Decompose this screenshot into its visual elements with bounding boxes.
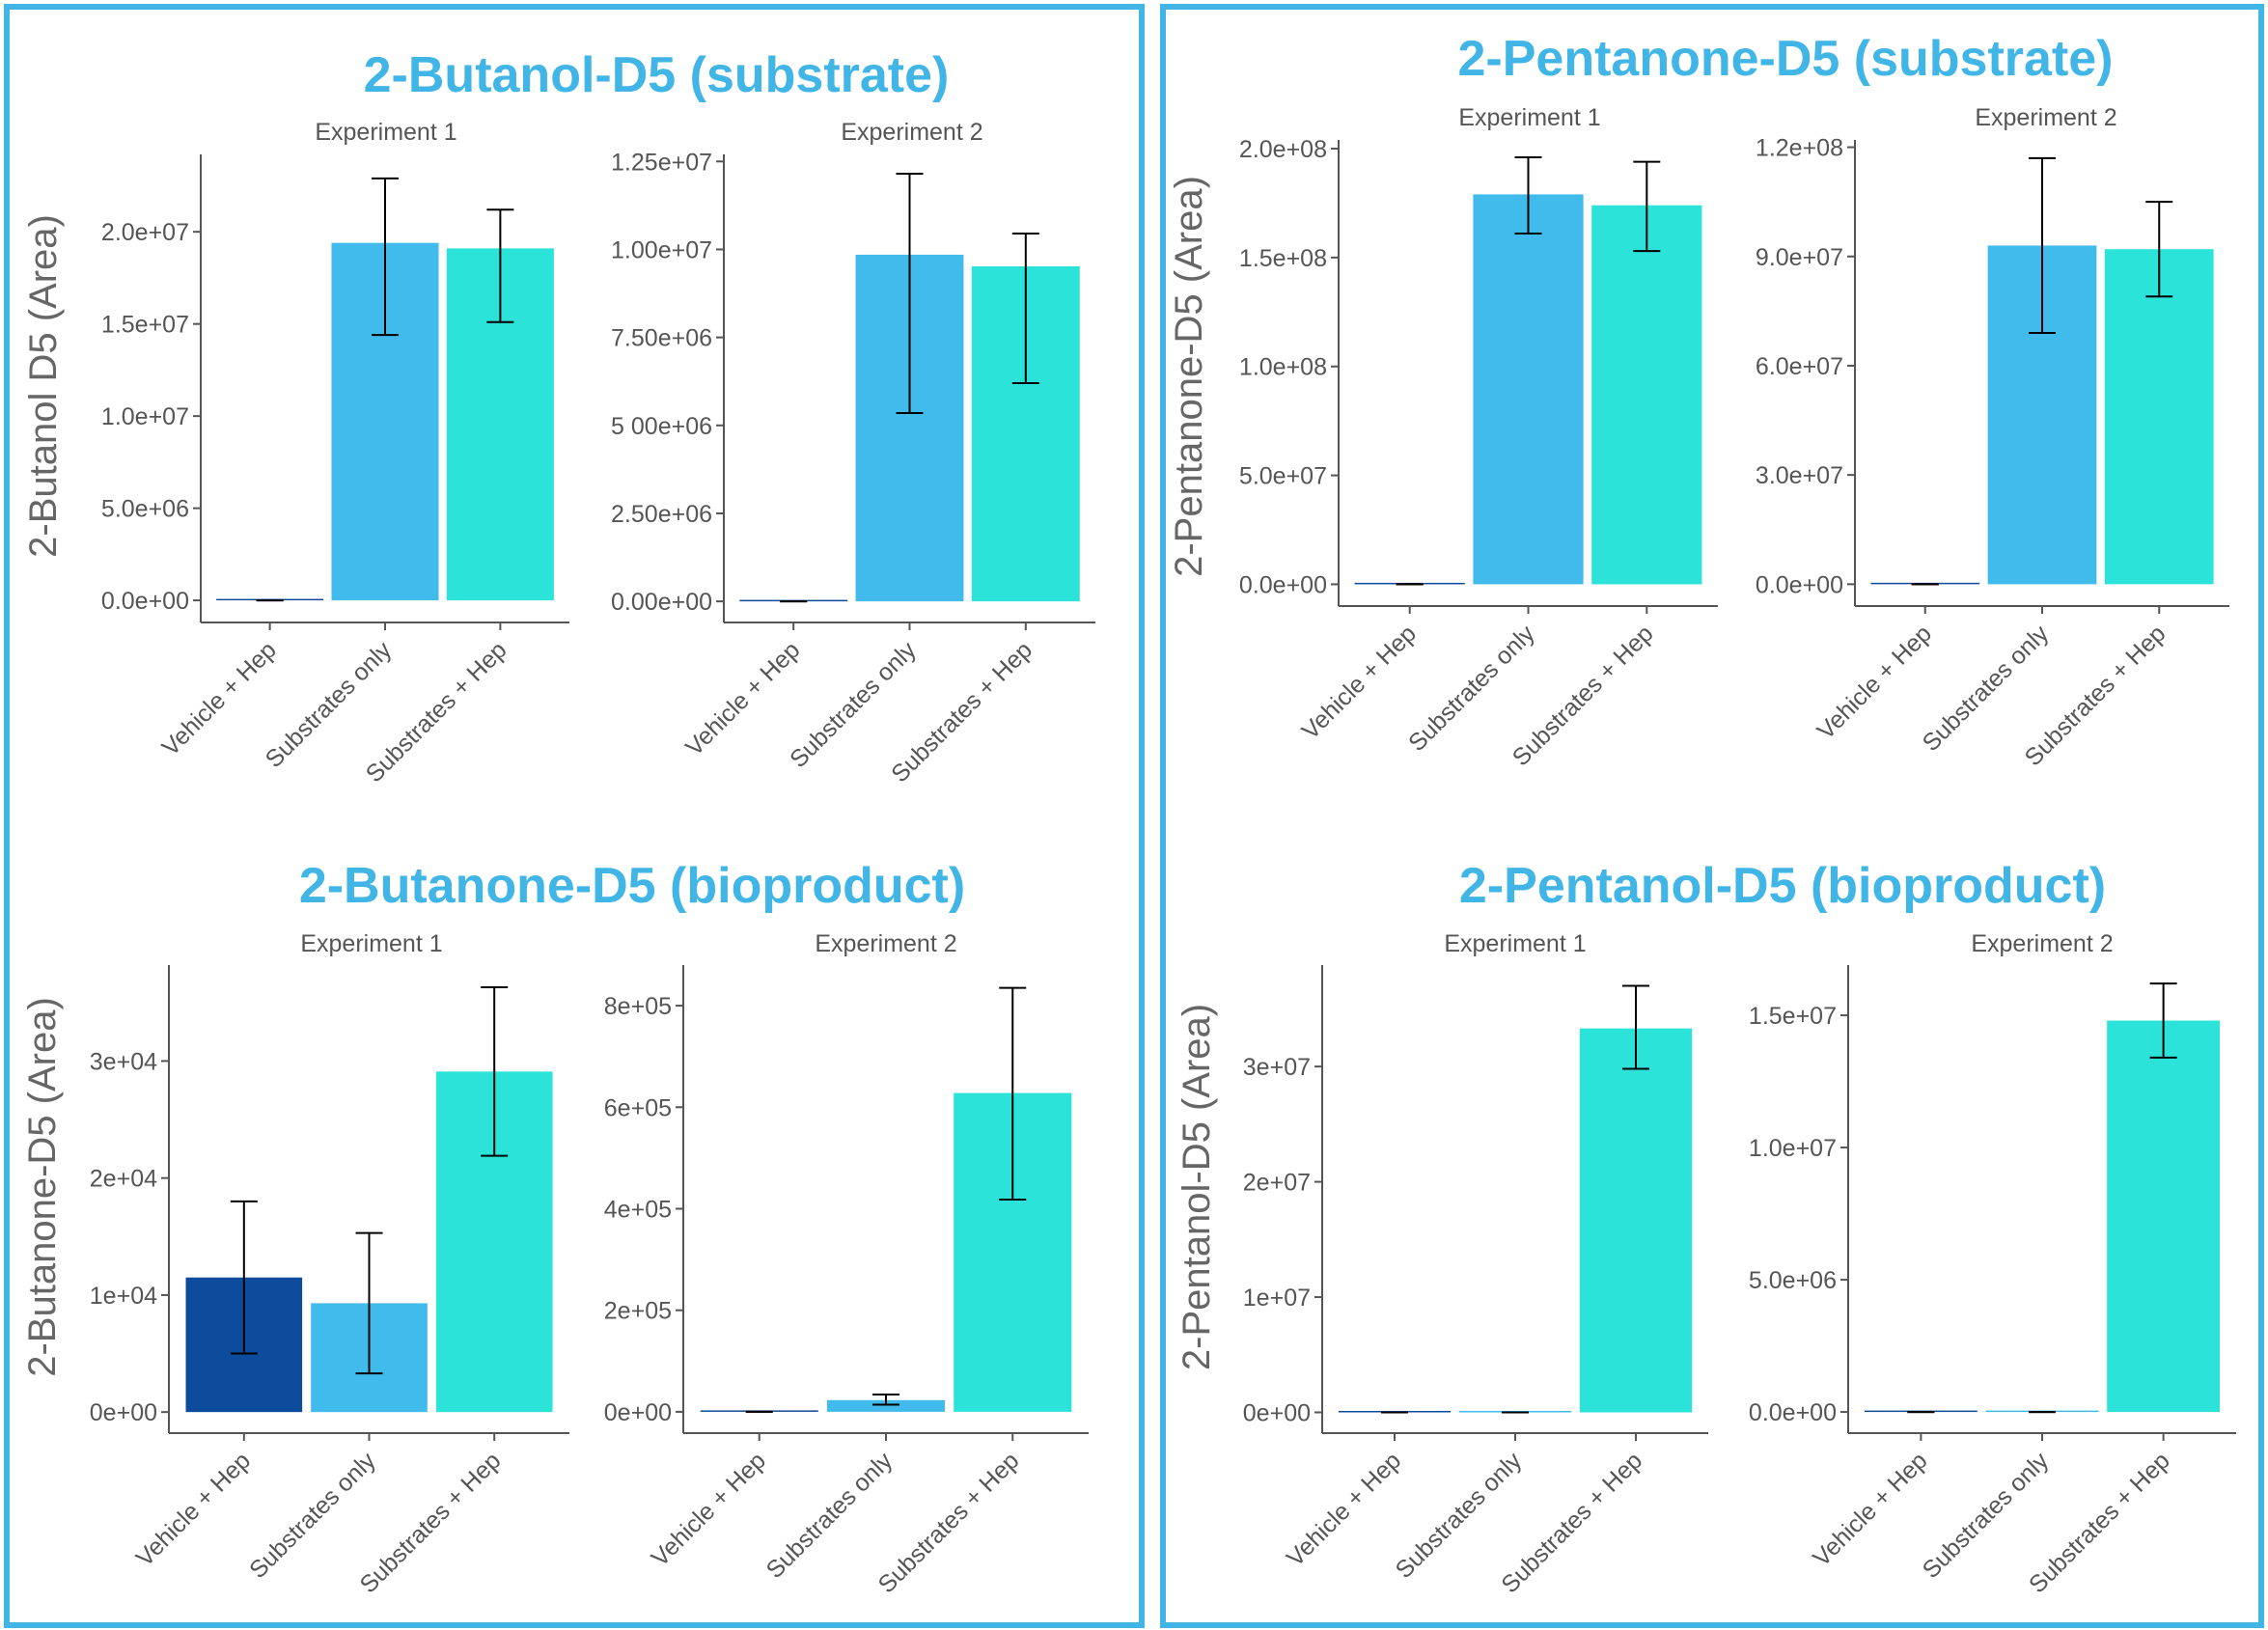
y-tick-label: 5.0e+06 [1749,1267,1837,1294]
x-tick-label: Substrates + Hep [873,1447,1025,1598]
x-tick-label: Vehicle + Hep [156,636,281,760]
x-tick-label: Vehicle + Hep [131,1447,256,1571]
chart-title: 2-Pentanol-D5 (bioproduct) [1459,858,2106,914]
x-tick-label: Vehicle + Hep [1812,620,1937,744]
y-tick-label: 1e+07 [1243,1285,1311,1312]
y-tick-label: 1.0e+07 [101,403,189,430]
facet-label: Experiment 2 [815,930,956,957]
y-tick-label: 1e+04 [90,1283,157,1310]
y-tick-label: 3.0e+07 [1756,462,1843,489]
facet-label: Experiment 2 [841,119,982,146]
y-tick-label: 1.5e+08 [1239,245,1327,272]
x-tick-label: Substrates + Hep [355,1447,507,1598]
y-tick-label: 1.25e+07 [611,149,712,176]
y-tick-label: 2e+04 [90,1166,157,1193]
x-tick-label: Substrates only [244,1447,381,1584]
y-tick-label: 1.5e+07 [101,312,189,339]
chart-block-3: 2-Butanone-D5 (bioproduct) 2-Butanone-D5 … [21,858,1089,1598]
y-tick-label: 1.00e+07 [611,236,712,263]
x-tick-label: Substrates only [1403,620,1540,757]
y-tick-label: 0e+00 [604,1399,672,1426]
chart-block-4: 2-Pentanol-D5 (bioproduct) 2-Pentanol-D5 … [1175,858,2236,1598]
y-tick-label: 0.0e+00 [1239,571,1327,598]
y-tick-label: 0.00e+00 [611,589,712,616]
y-axis-label: 2-Butanone-D5 (Area) [21,997,64,1377]
y-tick-label: 2.50e+06 [611,501,712,528]
right-panel-frame [1160,4,2264,1628]
facet-label: Experiment 1 [300,930,442,957]
y-tick-label: 3e+04 [90,1048,157,1075]
y-tick-label: 2e+07 [1243,1170,1311,1197]
y-tick-label: 8e+05 [604,993,672,1020]
chart-title: 2-Pentanone-D5 (substrate) [1458,31,2114,87]
x-tick-label: Substrates only [1391,1447,1528,1584]
chart-block-2: 2-Pentanone-D5 (substrate) 2-Pentanone-D5… [1168,31,2229,771]
y-tick-label: 9.0e+07 [1756,244,1843,271]
facet-label: Experiment 2 [1971,930,2113,957]
y-tick-label: 5.0e+06 [101,496,189,523]
y-tick-label: 1.5e+07 [1749,1003,1837,1030]
bar-substrates-hep [1591,205,1702,585]
y-tick-label: 0.0e+00 [1756,571,1843,598]
y-tick-label: 0.0e+00 [101,588,189,615]
y-tick-label: 1.0e+08 [1239,354,1327,381]
x-tick-label: Vehicle + Hep [1808,1447,1932,1571]
y-tick-label: 2.0e+08 [1239,136,1327,163]
y-tick-label: 5.0e+07 [1239,463,1327,490]
y-tick-label: 3e+07 [1243,1054,1311,1081]
bar-substrates-hep [2107,1020,2221,1413]
chart-block-1: 2-Butanol-D5 (substrate) 2-Butanol D5 (Ar… [22,47,1095,787]
x-tick-label: Vehicle + Hep [1297,620,1422,744]
y-tick-label: 7.50e+06 [611,325,712,352]
facet-label: Experiment 1 [315,119,456,146]
left-panel-frame [4,4,1145,1628]
facet-label: Experiment 1 [1444,930,1586,957]
bar-substrates-only [1473,194,1584,585]
x-tick-label: Substrates only [1918,620,2055,757]
facet-label: Experiment 1 [1458,104,1600,131]
y-tick-label: 2.0e+07 [101,219,189,246]
y-tick-label: 1.2e+08 [1756,135,1843,162]
y-tick-label: 2e+05 [604,1298,672,1325]
y-tick-label: 0e+00 [1243,1399,1311,1426]
y-tick-label: 6.0e+07 [1756,353,1843,380]
y-axis-label: 2-Butanol D5 (Area) [22,214,65,558]
bar-substrates-hep [2104,249,2214,585]
x-tick-label: Substrates only [761,1447,899,1584]
y-tick-label: 0.0e+00 [1749,1399,1837,1426]
chart-title: 2-Butanone-D5 (bioproduct) [299,858,965,914]
x-tick-label: Vehicle + Hep [680,636,805,760]
x-tick-label: Vehicle + Hep [1282,1447,1406,1571]
chart-title: 2-Butanol-D5 (substrate) [364,47,950,103]
bar-substrates-only [826,1399,946,1412]
y-axis-label: 2-Pentanol-D5 (Area) [1175,1004,1218,1370]
y-tick-label: 6e+05 [604,1094,672,1121]
y-tick-label: 0e+00 [90,1399,157,1426]
y-axis-label: 2-Pentanone-D5 (Area) [1168,176,1210,577]
x-tick-label: Substrates only [1918,1447,2055,1584]
facet-label: Experiment 2 [1975,104,2116,131]
y-tick-label: 4e+05 [604,1196,672,1223]
x-tick-label: Vehicle + Hep [647,1447,771,1571]
bar-substrates-hep [1579,1028,1693,1413]
y-tick-label: 1.0e+07 [1749,1135,1837,1162]
y-tick-label: 5 00e+06 [611,413,712,440]
